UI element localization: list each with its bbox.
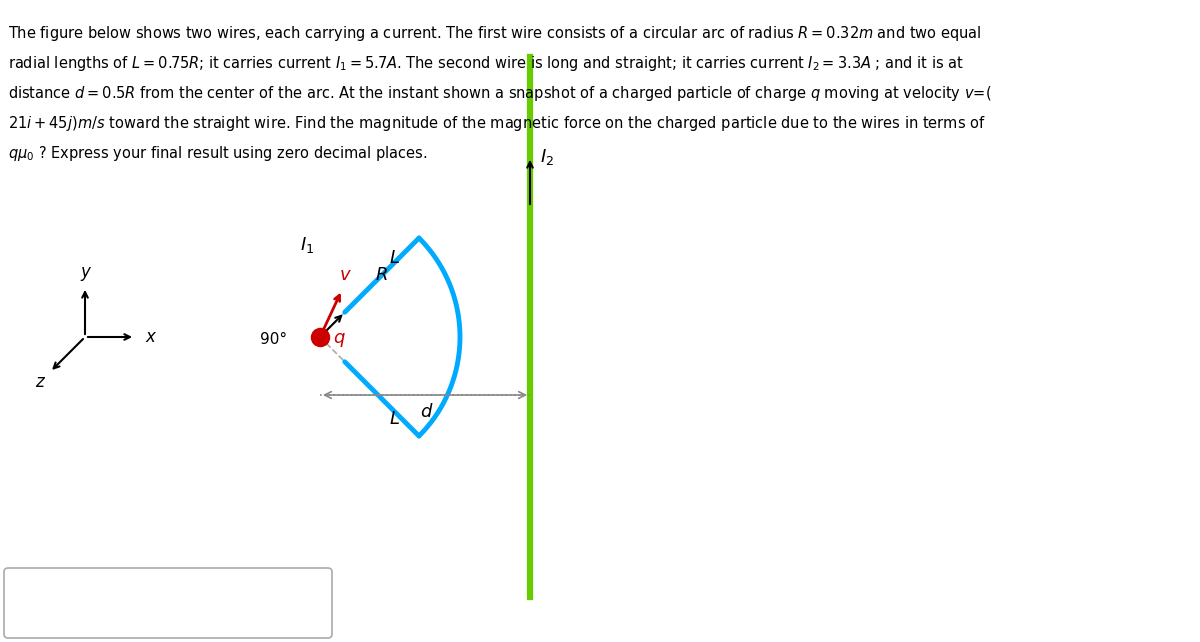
Text: distance $\mathbf{\it{d=0.5R}}$ from the center of the arc. At the instant shown: distance $\mathbf{\it{d=0.5R}}$ from the…	[8, 84, 991, 103]
Text: L: L	[390, 410, 400, 428]
Text: $q\mu_0$ ? Express your final result using zero decimal places.: $q\mu_0$ ? Express your final result usi…	[8, 144, 427, 163]
Text: y: y	[80, 263, 90, 281]
Text: $21i+45j)m/s$ toward the straight wire. Find the magnitude of the magnetic force: $21i+45j)m/s$ toward the straight wire. …	[8, 114, 985, 133]
Text: x: x	[145, 328, 155, 346]
Text: radial lengths of $\mathbf{\it{L=0.75R}}$; it carries current $\mathbf{\it{I_1=5: radial lengths of $\mathbf{\it{L=0.75R}}…	[8, 54, 964, 73]
Text: The figure below shows two wires, each carrying a current. The first wire consis: The figure below shows two wires, each c…	[8, 24, 982, 43]
Text: R: R	[376, 266, 388, 284]
FancyBboxPatch shape	[4, 568, 332, 638]
Text: v: v	[340, 266, 350, 284]
Text: $I_2$: $I_2$	[540, 147, 554, 167]
Text: L: L	[390, 249, 400, 267]
Text: $I_1$: $I_1$	[300, 235, 314, 256]
Text: 90°: 90°	[260, 332, 287, 347]
Text: q: q	[334, 329, 344, 347]
Text: z: z	[35, 373, 43, 391]
Text: d: d	[420, 403, 431, 421]
